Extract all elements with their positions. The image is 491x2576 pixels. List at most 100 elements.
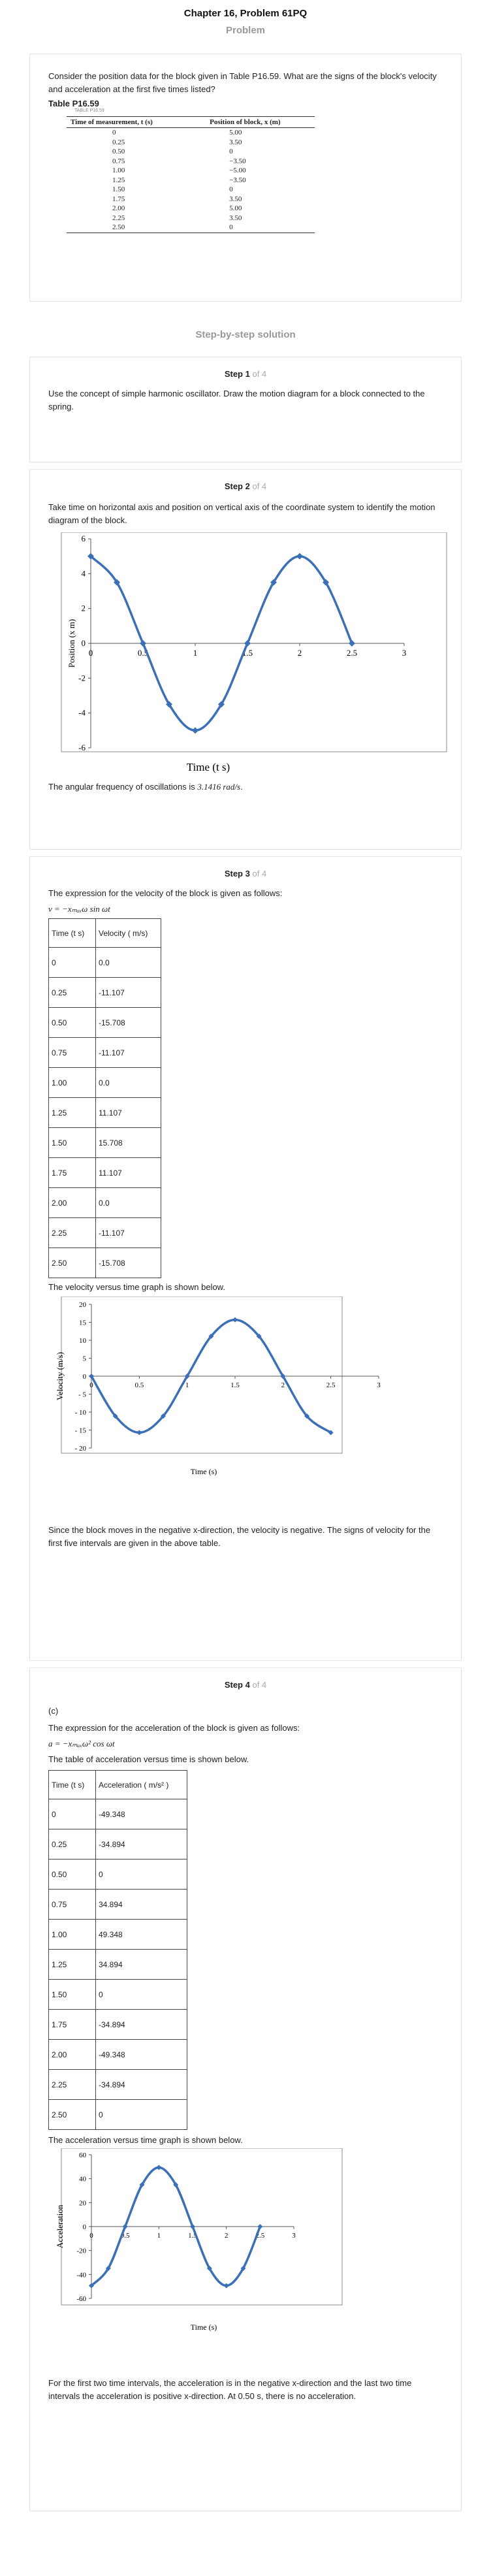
acceleration-table: Time (t s) Acceleration ( m/s² ) 0 -49.34…: [48, 1770, 187, 2130]
data-point: [206, 2265, 212, 2271]
acceleration-table-row-cell: 0: [95, 1979, 187, 2010]
data-point: [218, 701, 225, 708]
data-point: [156, 2165, 162, 2170]
data-point: [161, 1413, 166, 1419]
position-table-row: 1.75 3.50: [67, 195, 315, 204]
position-table-row-cell: 1.50: [112, 185, 125, 193]
data-point: [296, 553, 303, 560]
velocity-table-row-cell: 0.50: [48, 1007, 96, 1038]
chart-frame: [61, 1296, 343, 1454]
position-table-row-cell: 2.50: [67, 223, 184, 233]
y-tick-label: -2: [78, 673, 86, 683]
data-point: [192, 727, 198, 734]
acceleration-table-row: 0.50 0: [48, 1859, 187, 1890]
velocity-table-row: 0.50 -15.708: [48, 1007, 161, 1038]
velocity-table-header-time: Time (t s): [48, 918, 96, 948]
x-axis-label: Time (s): [191, 2323, 217, 2332]
y-tick-label: - 10: [75, 1409, 87, 1417]
position-table-row: 2.25 3.50: [67, 214, 315, 223]
velocity-table-row-cell: -15.708: [95, 1248, 161, 1278]
step-2-number: Step 2: [224, 481, 250, 491]
data-point: [139, 2182, 145, 2188]
position-table-row-cell: −5.00: [229, 167, 246, 174]
step-2-result-text: The angular frequency of oscillations is: [48, 782, 198, 792]
velocity-table-row-cell: 1.75: [48, 1157, 96, 1188]
velocity-table-row: 0 0.0: [48, 947, 161, 978]
position-table-row-cell: 0: [183, 223, 315, 233]
position-table-row-cell: 0.50: [112, 148, 125, 155]
acceleration-table-row-cell: 2.25: [48, 2069, 96, 2100]
position-table-row-cell: 0: [229, 148, 233, 155]
position-table-row-cell: 3.50: [229, 138, 242, 146]
chart-frame: [61, 532, 447, 752]
data-point: [140, 640, 146, 647]
position-table-row: 0.75 −3.50: [67, 157, 315, 167]
velocity-table-row-cell: 2.00: [48, 1187, 96, 1218]
position-table-row: 0.25 3.50: [67, 138, 315, 148]
y-axis-label: Position (x m): [67, 619, 76, 668]
data-point: [184, 1374, 190, 1379]
position-table-row: 0.50 0: [67, 147, 315, 157]
acceleration-table-row: 0 -49.348: [48, 1799, 187, 1829]
acceleration-table-row: 1.25 34.894: [48, 1949, 187, 1980]
step-3-number: Step 3: [224, 869, 250, 878]
velocity-table-row-cell: -11.107: [95, 1217, 161, 1248]
data-point: [173, 2182, 179, 2188]
data-point: [223, 2283, 229, 2289]
x-axis-label: Time (t s): [187, 761, 230, 773]
position-table-row-cell: 0.75: [112, 157, 125, 165]
data-point: [112, 1413, 118, 1419]
x-tick-label: 3: [292, 2232, 296, 2240]
y-tick-label: 2: [82, 604, 86, 613]
data-point: [89, 1374, 94, 1379]
y-tick-label: -4: [78, 708, 86, 718]
velocity-table-row-cell: -15.708: [95, 1007, 161, 1038]
position-table-row-cell: 0: [229, 185, 233, 193]
x-tick-label: 2.5: [347, 648, 357, 658]
velocity-table-row-cell: -11.107: [95, 977, 161, 1008]
y-tick-label: - 20: [75, 1445, 87, 1453]
step-2-result: The angular frequency of oscillations is…: [48, 781, 443, 794]
acceleration-table-row-cell: -34.894: [95, 1829, 187, 1860]
velocity-table-row-cell: 1.00: [48, 1067, 96, 1098]
acceleration-table-row-cell: 49.348: [95, 1919, 187, 1950]
velocity-formula: v = −xₘₐₓω sin ωt: [48, 904, 110, 914]
y-tick-label: 5: [83, 1355, 87, 1363]
step-1-card: Step 1 of 4 Use the concept of simple ha…: [29, 357, 462, 462]
step-2-card: Step 2 of 4 Take time on horizontal axis…: [29, 469, 462, 850]
velocity-table-row: 1.25 11.107: [48, 1097, 161, 1128]
data-point: [304, 1413, 309, 1419]
position-table: Time of measurement, t (s) Position of b…: [67, 116, 315, 233]
x-tick-label: 3: [377, 1381, 381, 1389]
velocity-table-row: 0.25 -11.107: [48, 977, 161, 1008]
data-point: [190, 2224, 195, 2229]
problem-text: Consider the position data for the block…: [48, 71, 437, 94]
acceleration-formula: a = −xₘₐₓω² cos ωt: [48, 1739, 115, 1748]
step-3-header: Step 3 of 4: [48, 857, 443, 887]
acceleration-table-header-time: Time (t s): [48, 1770, 96, 1799]
acceleration-table-row-cell: 0.50: [48, 1859, 96, 1890]
acceleration-table-row-cell: 1.25: [48, 1949, 96, 1980]
acceleration-table-row: 0.25 -34.894: [48, 1829, 187, 1860]
x-tick-label: 2: [281, 1381, 285, 1389]
position-table-row-cell: 1.00: [112, 167, 125, 174]
data-point: [256, 1333, 262, 1339]
velocity-table-row: 0.75 -11.107: [48, 1037, 161, 1068]
y-tick-label: 0: [82, 638, 86, 648]
x-axis-label: Time (s): [191, 1467, 217, 1476]
position-table-row-cell: 3.50: [229, 195, 242, 203]
data-point: [114, 579, 120, 586]
velocity-table-row-cell: 15.708: [95, 1127, 161, 1158]
y-tick-label: 20: [79, 1301, 87, 1309]
velocity-table-row: 1.50 15.708: [48, 1127, 161, 1158]
acceleration-table-row-cell: 0: [95, 2099, 187, 2130]
position-table-row-cell: 0.25: [112, 138, 125, 146]
acceleration-table-intro: The table of acceleration versus time is…: [48, 1754, 249, 1764]
position-table-row: 1.00 −5.00: [67, 166, 315, 176]
position-table-row-cell: 2.00: [112, 204, 125, 212]
y-tick-label: -20: [76, 2247, 86, 2255]
acceleration-table-row-cell: -49.348: [95, 2039, 187, 2070]
position-table-row-cell: 0: [112, 129, 116, 137]
